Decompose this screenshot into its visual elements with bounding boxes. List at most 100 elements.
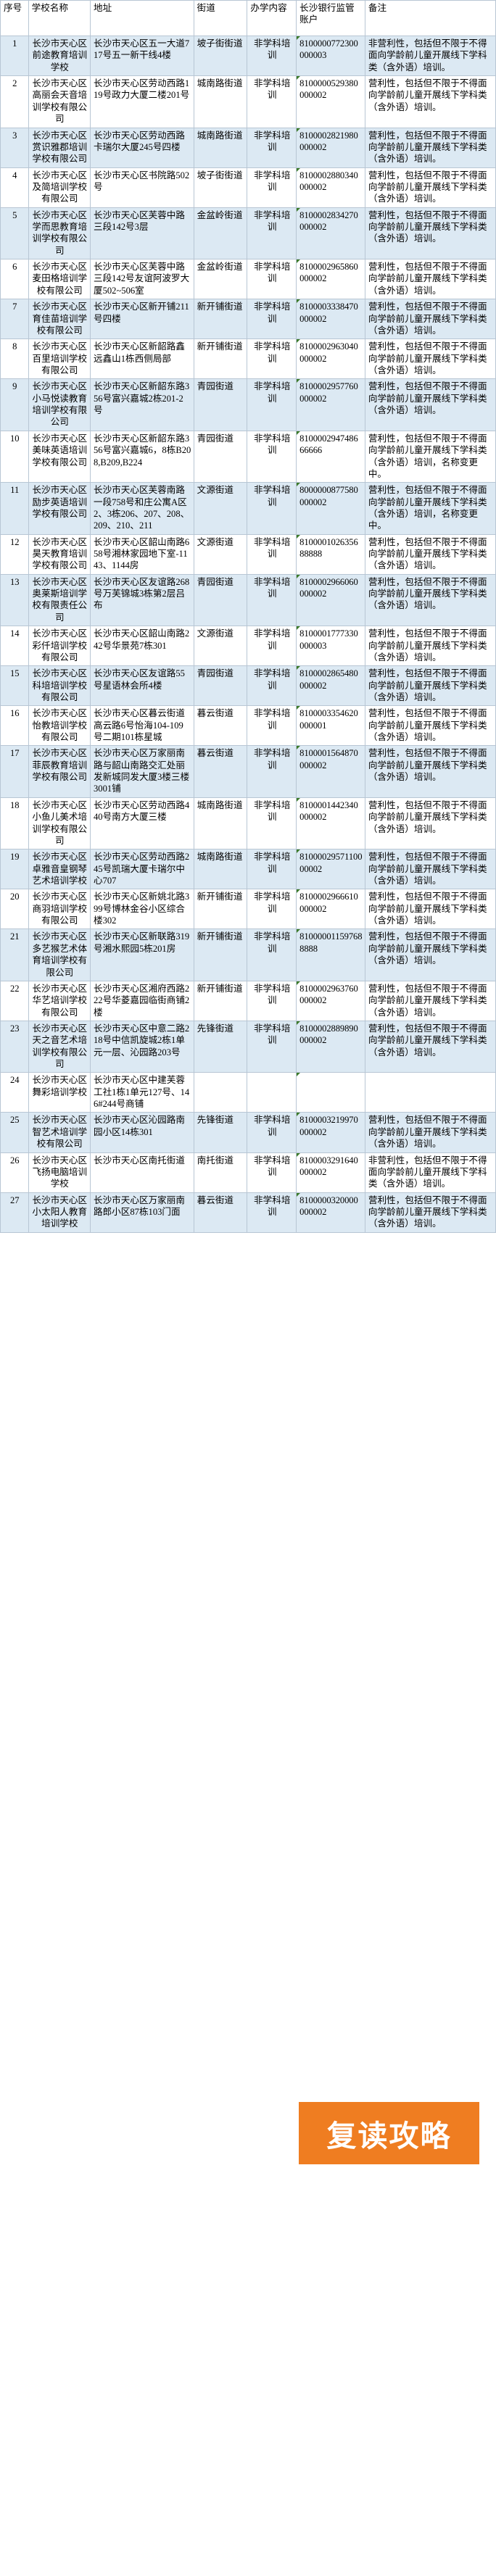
table-row: 10 长沙市天心区美味英语培训学校有限公司 长沙市天心区新韶东路356号富兴嘉城6，… [0,431,496,483]
cell-street: 先锋街道 [194,1021,248,1073]
cell-content: 非学科培训 [247,1152,297,1193]
table-row: 27 长沙市天心区小太阳人教育培训学校 长沙市天心区万家丽南路郎小区87栋103门面… [0,1192,496,1233]
column-header-account: 长沙银行监管账户 [296,0,365,36]
comment-marker-icon [297,574,301,578]
cell-remark: 营利性，包括但不限于不得面向学龄前儿童开展线下学科类（含外语）培训。 [365,1112,496,1153]
comment-marker-icon [297,167,301,172]
cell-index: 10 [0,431,29,483]
table-row: 25 长沙市天心区智艺术培训学校有限公司 长沙市天心区沁园路南园小区14栋301 先锋… [0,1112,496,1153]
cell-street: 城南路街道 [194,128,248,168]
cell-street: 城南路街道 [194,75,248,128]
comment-marker-icon [297,207,301,212]
account-number-text: 8100001442340000002 [299,799,358,823]
cell-remark: 营利性，包括但不限于不得面向学龄前儿童开展线下学科类（含外语）培训。 [365,167,496,208]
cell-content: 非学科培训 [247,378,297,431]
comment-marker-icon [297,1113,301,1117]
cell-index: 22 [0,981,29,1021]
cell-address: 长沙市天心区友谊路55号星语林会所4楼 [90,665,194,707]
cell-content: 非学科培训 [247,338,297,380]
cell-street: 南托街道 [194,1152,248,1193]
cell-account: 8100001442340000002 [296,797,365,850]
cell-address: 长沙市天心区劳动西路440号南方大厦三楼 [90,797,194,850]
cell-street: 青园街道 [194,574,248,627]
cell-remark: 营利性，包括但不限于不得面向学龄前儿童开展线下学科类（含外语）培训。 [365,128,496,168]
cell-address: 长沙市天心区新姚北路399号博林金谷小区综合楼302 [90,889,194,930]
cell-index: 12 [0,534,29,575]
cell-account: 8100003291640000002 [296,1152,365,1193]
table-row: 19 长沙市天心区卓雅音皇钢琴艺术培训学校 长沙市天心区劳动西路245号凯瑞大厦卡瑞… [0,849,496,890]
comment-marker-icon [297,981,301,985]
cell-address: 长沙市天心区劳动西路119号政力大厦二楼201号 [90,75,194,128]
cell-remark [365,1072,496,1113]
cell-remark: 营利性，包括但不限于不得面向学龄前儿童开展线下学科类（含外语）培训。 [365,299,496,340]
cell-address: 长沙市天心区新联路319号湘水熙园5栋201房 [90,928,194,981]
column-header-content: 办学内容 [247,0,297,36]
cell-index: 6 [0,259,29,300]
account-number-text: 8100003338470000002 [299,302,358,324]
cell-street: 先锋街道 [194,1112,248,1153]
cell-street: 新开铺街道 [194,299,248,340]
table-row: 8 长沙市天心区百里培训学校有限公司 长沙市天心区新韶路鑫远鑫山1栋西侧局部 新开铺街… [0,338,496,380]
cell-school-name: 长沙市天心区百里培训学校有限公司 [28,338,91,380]
account-number-text: 8100001777330000003 [299,628,358,651]
cell-account: 8100002957110000002 [296,849,365,890]
cell-address: 长沙市天心区书院路502号 [90,167,194,208]
header-row: 序号 学校名称 地址 街道 办学内容 长沙银行监管账户 备注 [0,0,496,36]
account-number-text: 8100002963040000002 [299,341,358,364]
account-number-text: 8100002865480000002 [299,668,358,691]
cell-address: 长沙市天心区新韶东路356号富兴嘉城6，8栋B208,B209,B224 [90,431,194,483]
cell-index: 20 [0,889,29,930]
cell-account: 8100002880340000002 [296,167,365,208]
table-row: 12 长沙市天心区昊天教育培训学校有限公司 长沙市天心区韶山南路658号湘林家园地下… [0,534,496,575]
comment-marker-icon [297,128,301,132]
cell-school-name: 长沙市天心区彩仟培训学校有限公司 [28,626,91,667]
cell-street: 新开铺街道 [194,928,248,981]
cell-street: 文源街道 [194,482,248,535]
cell-school-name: 长沙市天心区飞扬电脑培训学校 [28,1152,91,1193]
table-row: 9 长沙市天心区小马悦读教育培训学校有限公司 长沙市天心区新韶东路356号富兴嘉城2… [0,378,496,431]
cell-index: 17 [0,745,29,798]
cell-content: 非学科培训 [247,431,297,483]
cell-address: 长沙市天心区南托街道 [90,1152,194,1193]
cell-address: 长沙市天心区湘府西路222号华菱嘉园临街商铺2楼 [90,981,194,1021]
account-number-text: 8100002880340000002 [299,170,358,192]
cell-remark: 营利性，包括但不限于不得面向学龄前儿童开展线下学科类（含外语）培训。 [365,626,496,667]
table-row: 20 长沙市天心区商羽培训学校有限公司 长沙市天心区新姚北路399号博林金谷小区综合… [0,889,496,930]
cell-account: 8100002965860000002 [296,259,365,300]
cell-address: 长沙市天心区芙蓉南路一段758号和庄公寓A区2、3栋206、207、208、20… [90,482,194,535]
cell-account: 8100003219970000002 [296,1112,365,1153]
cell-index: 16 [0,705,29,747]
comment-marker-icon [297,379,301,383]
cell-content: 非学科培训 [247,128,297,168]
cell-index: 7 [0,299,29,340]
cell-remark: 营利性，包括但不限于不得面向学龄前儿童开展线下学科类（含外语）培训。 [365,259,496,300]
cell-school-name: 长沙市天心区小马悦读教育培训学校有限公司 [28,378,91,431]
column-header-index: 序号 [0,0,29,36]
cell-remark: 营利性，包括但不限于不得面向学龄前儿童开展线下学科类（含外语）培训。 [365,574,496,627]
cell-school-name: 长沙市天心区科培培训学校有限公司 [28,665,91,707]
comment-marker-icon [297,929,301,934]
cell-content: 非学科培训 [247,889,297,930]
cell-school-name: 长沙市天心区麦田格培训学校有限公司 [28,259,91,300]
cell-content: 非学科培训 [247,797,297,850]
cell-street: 新开铺街道 [194,981,248,1021]
table-header: 序号 学校名称 地址 街道 办学内容 长沙银行监管账户 备注 [0,0,496,36]
account-number-text: 810000102635688888 [299,536,358,560]
account-number-text: 8100002963760000002 [299,983,358,1006]
cell-account: 810000294748666666 [296,431,365,483]
cell-school-name: 长沙市天心区高丽会天音培训学校有限公司 [28,75,91,128]
comment-marker-icon [297,259,301,264]
cell-account: 8100003354620000001 [296,705,365,747]
cell-street: 文源街道 [194,534,248,575]
account-number-text: 8100000772300000003 [299,38,358,61]
cell-address: 长沙市天心区万家丽南路与韶山南路交汇处丽发新城同发大厦3楼三楼3001铺 [90,745,194,798]
cell-account: 8100000529380000002 [296,75,365,128]
cell-account [296,1072,365,1113]
table-row: 15 长沙市天心区科培培训学校有限公司 长沙市天心区友谊路55号星语林会所4楼 青园街… [0,665,496,707]
cell-school-name: 长沙市天心区多艺猴艺术体育培训学校有限公司 [28,928,91,981]
cell-street: 新开铺街道 [194,338,248,380]
cell-index: 14 [0,626,29,667]
cell-street: 青园街道 [194,665,248,707]
cell-address: 长沙市天心区新开铺211号四楼 [90,299,194,340]
account-number-text: 8100002834270000002 [299,209,358,233]
